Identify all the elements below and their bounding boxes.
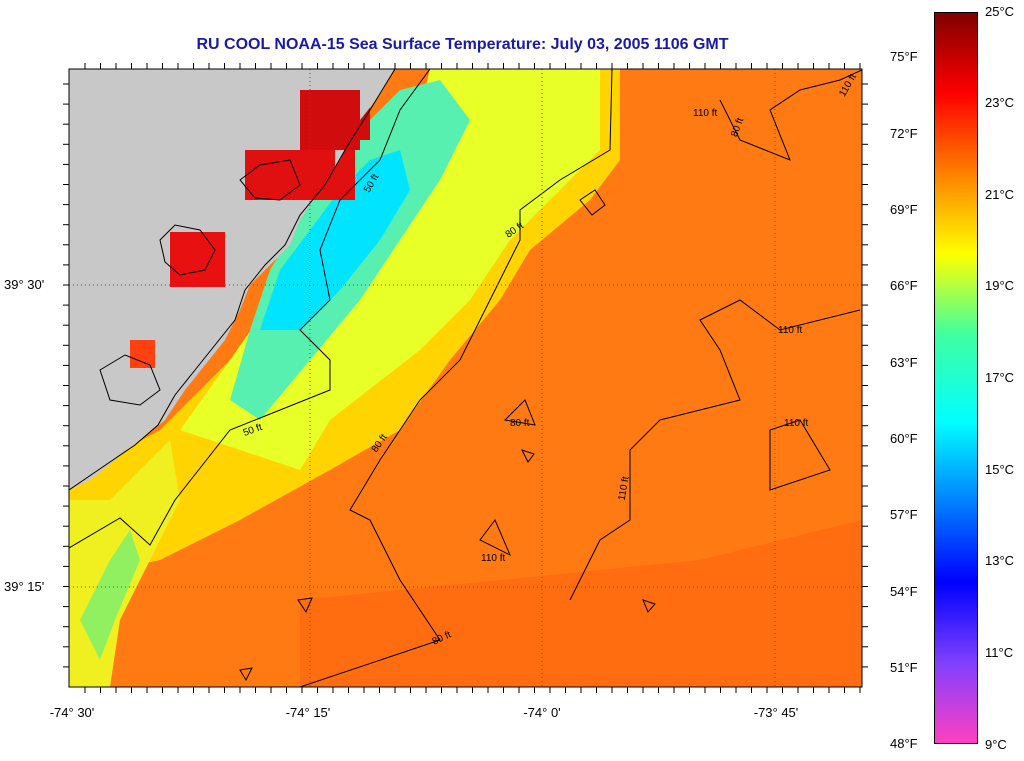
celsius-label: 15°C <box>985 462 1015 477</box>
fahrenheit-label: 72°F <box>890 126 918 141</box>
celsius-label: 11°C <box>985 645 1014 660</box>
celsius-label: 9°C <box>985 737 1007 752</box>
fahrenheit-label: 60°F <box>890 431 918 446</box>
fahrenheit-label: 57°F <box>890 507 918 522</box>
lat-label: 39° 30' <box>4 277 45 292</box>
celsius-label: 21°C <box>985 187 1015 202</box>
fahrenheit-label: 51°F <box>890 660 918 675</box>
temperature-colorbar <box>934 12 978 744</box>
celsius-label: 17°C <box>985 370 1015 385</box>
lon-label: -74° 30' <box>49 705 95 720</box>
celsius-label: 19°C <box>985 278 1015 293</box>
contour-label: 110 ft <box>778 325 803 336</box>
lat-label: 39° 15' <box>4 579 45 594</box>
lon-label: -74° 0' <box>523 705 561 720</box>
contour-label: 110 ft <box>481 553 506 564</box>
lon-label: -74° 15' <box>285 705 331 720</box>
celsius-label: 13°C <box>985 553 1015 568</box>
celsius-label: 25°C <box>985 4 1015 19</box>
lon-label: -73° 45' <box>753 705 799 720</box>
contour-label: 110 ft <box>693 108 718 119</box>
fahrenheit-label: 63°F <box>890 355 918 370</box>
fahrenheit-label: 54°F <box>890 584 918 599</box>
contour-80ft <box>299 69 613 687</box>
celsius-label: 23°C <box>985 95 1015 110</box>
fahrenheit-label: 69°F <box>890 202 918 217</box>
fahrenheit-label: 48°F <box>890 736 918 751</box>
contour-50ft <box>69 69 431 549</box>
contour-label: 80 ft <box>510 418 530 429</box>
fahrenheit-label: 66°F <box>890 278 918 293</box>
map-title: RU COOL NOAA-15 Sea Surface Temperature:… <box>196 36 729 53</box>
contour-label: 110 ft <box>784 418 809 429</box>
contour-110ft <box>569 299 861 601</box>
fahrenheit-label: 75°F <box>890 49 918 64</box>
